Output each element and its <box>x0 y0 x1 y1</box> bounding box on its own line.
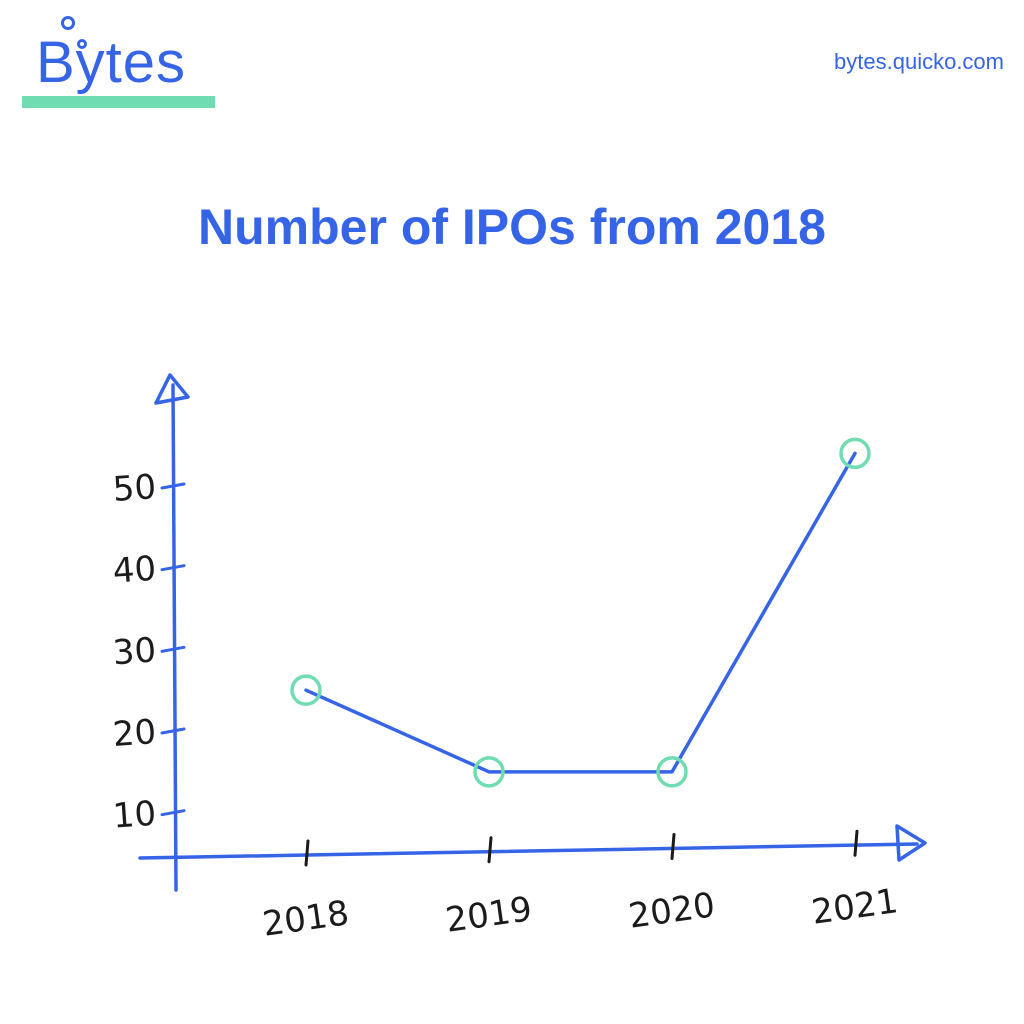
site-url-link[interactable]: bytes.quicko.com <box>834 49 1004 74</box>
y-tick-label: 10 <box>112 794 158 837</box>
data-point <box>473 756 505 788</box>
y-tick <box>160 809 186 817</box>
y-axis-arrow-icon <box>154 373 190 405</box>
y-tick-label: 50 <box>112 467 158 510</box>
y-tick <box>160 482 186 490</box>
data-point <box>290 674 322 706</box>
x-tick-label: 2018 <box>260 893 351 945</box>
brand-logo: Bytes <box>22 16 217 110</box>
data-point <box>656 756 688 788</box>
series-line <box>304 451 857 774</box>
x-axis-line <box>138 842 919 860</box>
y-tick-label: 30 <box>112 630 158 673</box>
x-tick-label: 2019 <box>443 889 534 941</box>
x-tick <box>487 836 493 864</box>
logo-bubble-icon <box>77 39 87 49</box>
logo-wordmark: Bytes <box>36 30 187 95</box>
logo-underline <box>22 96 215 108</box>
logo-bubble-icon <box>61 16 75 30</box>
data-point <box>839 437 871 470</box>
y-tick-label: 20 <box>112 712 158 755</box>
y-tick <box>160 645 186 653</box>
x-tick <box>853 829 859 857</box>
chart-title: Number of IPOs from 2018 <box>198 199 826 255</box>
y-tick-label: 40 <box>112 549 158 592</box>
y-tick <box>160 564 186 572</box>
x-tick-label: 2021 <box>809 881 900 933</box>
x-tick <box>304 839 310 867</box>
x-tick-label: 2020 <box>626 885 717 937</box>
y-tick <box>160 727 186 735</box>
x-axis-arrow-icon <box>895 824 927 862</box>
y-axis-line <box>171 383 178 892</box>
x-tick <box>670 833 676 861</box>
